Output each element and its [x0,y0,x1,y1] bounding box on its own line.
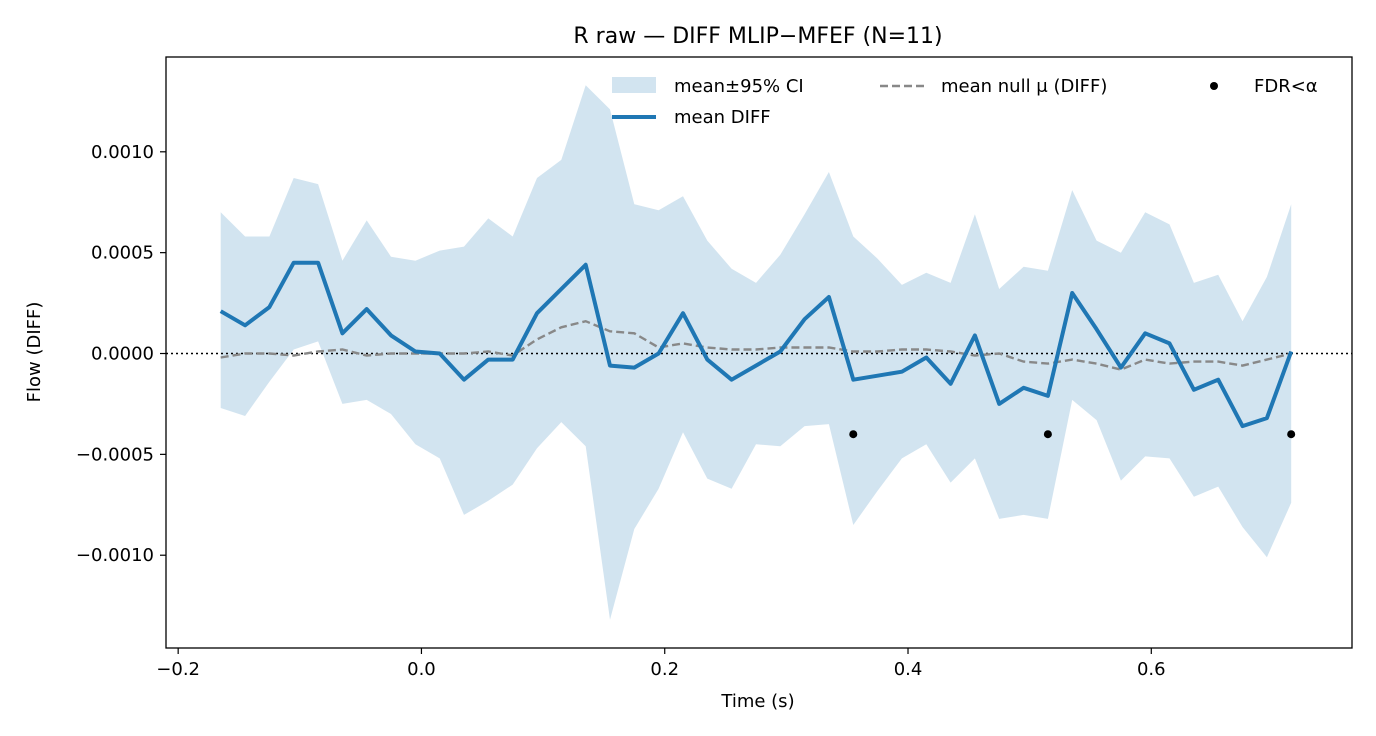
fdr-marker [849,430,858,439]
y-tick-label: 0.0000 [91,344,154,365]
legend-null-label: mean null μ (DIFF) [941,76,1107,97]
legend: mean±95% CI mean DIFF mean null μ (DIFF) FD… [612,76,1318,128]
null-mean-line [220,319,1292,371]
y-tick-label: −0.0005 [76,444,154,465]
fdr-marker [1043,430,1052,439]
plot-frame [165,56,1353,649]
legend-mean-label: mean DIFF [674,107,771,128]
legend-fdr-label: FDR<α [1254,76,1318,97]
fdr-marker [1287,430,1296,439]
x-tick-label: 0.4 [894,659,923,680]
y-tick-label: 0.0010 [91,142,154,163]
legend-ci-label: mean±95% CI [674,76,804,97]
legend-ci-swatch [612,77,656,93]
x-tick-label: 0.0 [407,659,436,680]
y-axis-label: Flow (DIFF) [24,302,45,403]
y-tick-label: 0.0005 [91,243,154,264]
x-tick-label: −0.2 [156,659,200,680]
x-axis-label: Time (s) [720,691,794,712]
ci-band [220,85,1292,620]
x-tick-label: 0.2 [650,659,679,680]
x-tick-label: 0.6 [1137,659,1166,680]
chart-title: R raw — DIFF MLIP−MFEF (N=11) [573,24,942,49]
y-tick-label: −0.0010 [76,545,154,566]
legend-fdr-swatch [1210,82,1218,90]
